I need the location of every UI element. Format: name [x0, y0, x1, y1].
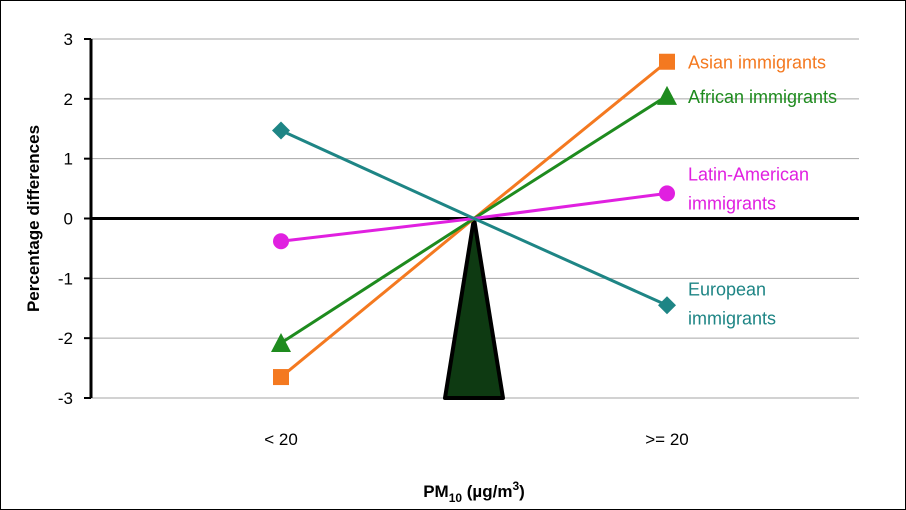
series-label: European	[688, 279, 766, 299]
x-axis-title-close: )	[519, 482, 525, 501]
x-axis-title: PM10 (µg/m3)	[423, 479, 525, 505]
x-tick-label: >= 20	[645, 430, 689, 449]
pivot-triangle	[443, 216, 505, 400]
y-axis-title: Percentage differences	[24, 125, 43, 312]
series-label: immigrants	[688, 193, 776, 213]
data-point-circle	[659, 185, 675, 202]
y-tick-label: -1	[58, 269, 73, 288]
series-label: Latin-American	[688, 164, 809, 184]
x-axis-title-main: PM	[423, 482, 449, 501]
data-point-triangle	[271, 332, 291, 352]
series-line	[280, 129, 668, 307]
x-axis-title-unit: (µg/m	[462, 482, 512, 501]
y-tick-label: 2	[64, 90, 73, 109]
data-point-diamond	[272, 121, 290, 140]
y-axis-ticks: 3 2 1 0 -1 -2 -3	[58, 30, 91, 408]
y-tick-label: 0	[64, 210, 73, 229]
x-tick-label: < 20	[264, 430, 298, 449]
data-point-triangle	[657, 85, 677, 105]
y-tick-label: -2	[58, 329, 73, 348]
data-point-circle	[273, 233, 289, 250]
series-label: African immigrants	[688, 87, 837, 107]
data-point-square	[273, 369, 289, 386]
y-tick-label: -3	[58, 389, 73, 408]
series-labels: Asian immigrants African immigrants Latin-…	[688, 53, 837, 329]
data-point-diamond	[658, 296, 676, 315]
x-axis-ticks: < 20 >= 20	[264, 430, 689, 449]
series-label: Asian immigrants	[688, 53, 826, 73]
data-point-square	[659, 53, 675, 70]
x-axis-title-superscript: 3	[512, 479, 519, 493]
series-label: immigrants	[688, 308, 776, 328]
y-tick-label: 1	[64, 150, 73, 169]
series-group	[271, 53, 677, 386]
x-axis-title-subscript: 10	[449, 491, 463, 505]
y-tick-label: 3	[64, 30, 73, 49]
